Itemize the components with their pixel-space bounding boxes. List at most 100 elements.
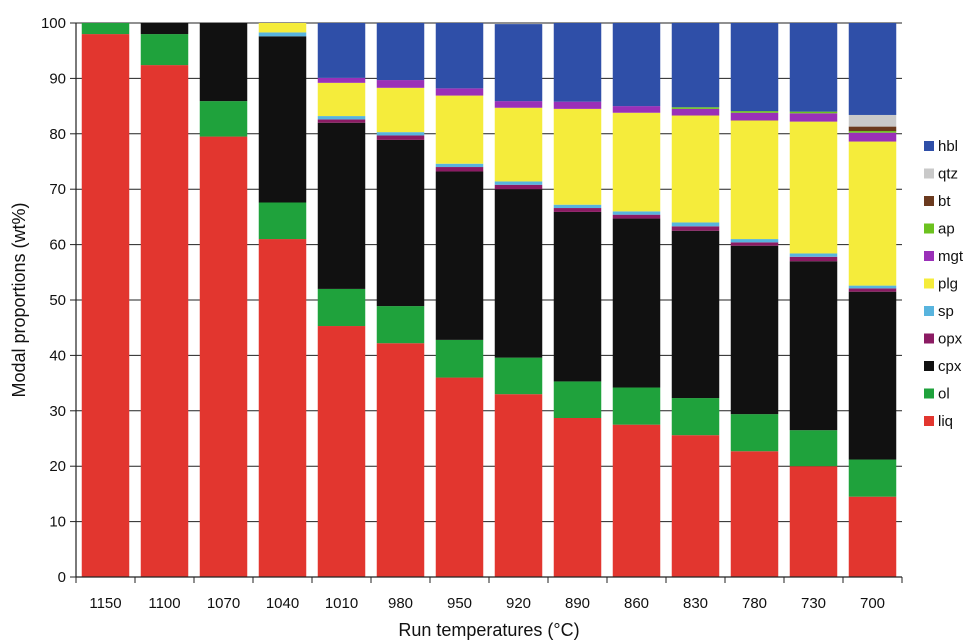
bar-segment-ol [730, 414, 779, 452]
y-tick-label: 70 [49, 181, 66, 198]
bar-segment-opx [848, 288, 897, 292]
bar-segment-sp [376, 132, 425, 136]
bar-segment-opx [612, 214, 661, 219]
legend-swatch-ap [924, 223, 934, 234]
legend-label-liq: liq [938, 413, 953, 430]
bar-segment-sp [730, 239, 779, 243]
legend-label-ol: ol [938, 386, 950, 403]
legend-label-cpx: cpx [938, 358, 962, 375]
y-tick-label: 60 [49, 237, 66, 254]
bar-segment-sp [612, 211, 661, 215]
bar-segment-hbl [494, 24, 543, 102]
bar-segment-hbl [730, 23, 779, 112]
bar-segment-sp [553, 204, 602, 209]
bar-segment-ol [258, 202, 307, 240]
bar-segment-ap [671, 107, 720, 109]
x-axis-title: Run temperatures (°C) [398, 620, 579, 640]
bar-segment-opx [376, 135, 425, 140]
bar-segment-plg [612, 112, 661, 212]
x-tick-label: 890 [565, 595, 590, 612]
y-tick-labels: 0 10 20 30 40 50 60 70 80 90 100 [41, 15, 66, 586]
legend-label-mgt: mgt [938, 248, 964, 265]
bar-segment-ap [789, 111, 838, 114]
x-tick-label: 780 [742, 595, 767, 612]
legend-label-hbl: hbl [938, 138, 958, 155]
bar-segment-liq [730, 451, 779, 577]
x-tick-label: 1040 [266, 595, 299, 612]
bar-segment-liq [553, 418, 602, 577]
legend-label-opx: opx [938, 331, 963, 348]
legend-label-ap: ap [938, 221, 955, 238]
bar-segment-qtz [848, 114, 897, 127]
y-tick-label: 40 [49, 347, 66, 364]
bar-segment-mgt [317, 77, 366, 83]
x-tick-label: 1070 [207, 595, 240, 612]
bar-segment-liq [671, 435, 720, 577]
bar-segment-opx [671, 226, 720, 231]
x-tick-labels: 1150 1100 1070 1040 1010 980 950 920 890 860 830 78… [89, 595, 885, 612]
legend-swatch-plg [924, 278, 934, 289]
x-tick-label: 860 [624, 595, 649, 612]
x-tick-label: 730 [801, 595, 826, 612]
axes [70, 22, 903, 583]
x-tick-label: 1100 [148, 595, 180, 612]
bar-segment-cpx [671, 230, 720, 399]
bar-segment-mgt [789, 113, 838, 122]
legend: hbl qtz bt ap mgt plg sp opx cpx ol liq [924, 138, 964, 430]
bar-segment-plg [848, 141, 897, 286]
bar-segment-sp [494, 181, 543, 185]
bar-segment-cpx [376, 139, 425, 307]
bar-segment-sp [317, 116, 366, 120]
x-tick-label: 920 [506, 595, 531, 612]
legend-label-sp: sp [938, 303, 954, 320]
bar-segment-ol [81, 23, 130, 35]
x-tick-label: 1150 [89, 595, 121, 612]
bar-segment-plg [789, 121, 838, 254]
bar-segment-mgt [612, 106, 661, 113]
bar-segment-ol [494, 357, 543, 395]
bar-segment-plg [553, 108, 602, 205]
bar-segment-ol [612, 387, 661, 425]
y-tick-label: 30 [49, 403, 66, 420]
bar-segment-plg [730, 120, 779, 240]
bar-segment-mgt [553, 101, 602, 109]
bar-segment-opx [494, 184, 543, 190]
bar-segment-plg [494, 107, 543, 182]
bar-segment-cpx [789, 261, 838, 431]
legend-swatch-qtz [924, 168, 934, 179]
bar-segment-plg [435, 95, 484, 164]
bar-segment-ol [435, 339, 484, 378]
bar-segment-liq [435, 377, 484, 577]
legend-swatch-cpx [924, 361, 934, 371]
legend-swatch-mgt [924, 251, 934, 261]
bar-segment-hbl [612, 23, 661, 107]
bar-segment-cpx [730, 245, 779, 415]
legend-swatch-liq [924, 416, 934, 426]
bar-segment-opx [553, 208, 602, 212]
bar-segment-cpx [199, 23, 248, 102]
bar-segment-liq [140, 65, 189, 577]
x-tick-label: 1010 [325, 595, 358, 612]
legend-swatch-opx [924, 333, 934, 344]
bar-segment-ol [848, 459, 897, 497]
bar-segment-ol [553, 381, 602, 418]
bar-segment-ap [730, 111, 779, 113]
bar-segment-cpx [435, 171, 484, 340]
bar-segment-liq [81, 34, 130, 577]
bar-segment-mgt [730, 112, 779, 121]
legend-label-qtz: qtz [938, 166, 958, 183]
legend-swatch-ol [924, 388, 934, 399]
legend-label-plg: plg [938, 276, 958, 293]
bar-segment-cpx [612, 218, 661, 388]
bar-segment-liq [494, 394, 543, 577]
y-axis-title: Modal proportions (wt%) [9, 202, 29, 397]
y-tick-label: 0 [58, 569, 66, 586]
bar-segment-liq [789, 466, 838, 577]
y-tick-label: 100 [41, 15, 66, 32]
x-tick-label: 700 [860, 595, 885, 612]
bar-segment-liq [199, 136, 248, 577]
bar-segment-plg [671, 115, 720, 223]
bar-segment-ol [199, 101, 248, 137]
bar-segment-cpx [317, 122, 366, 289]
